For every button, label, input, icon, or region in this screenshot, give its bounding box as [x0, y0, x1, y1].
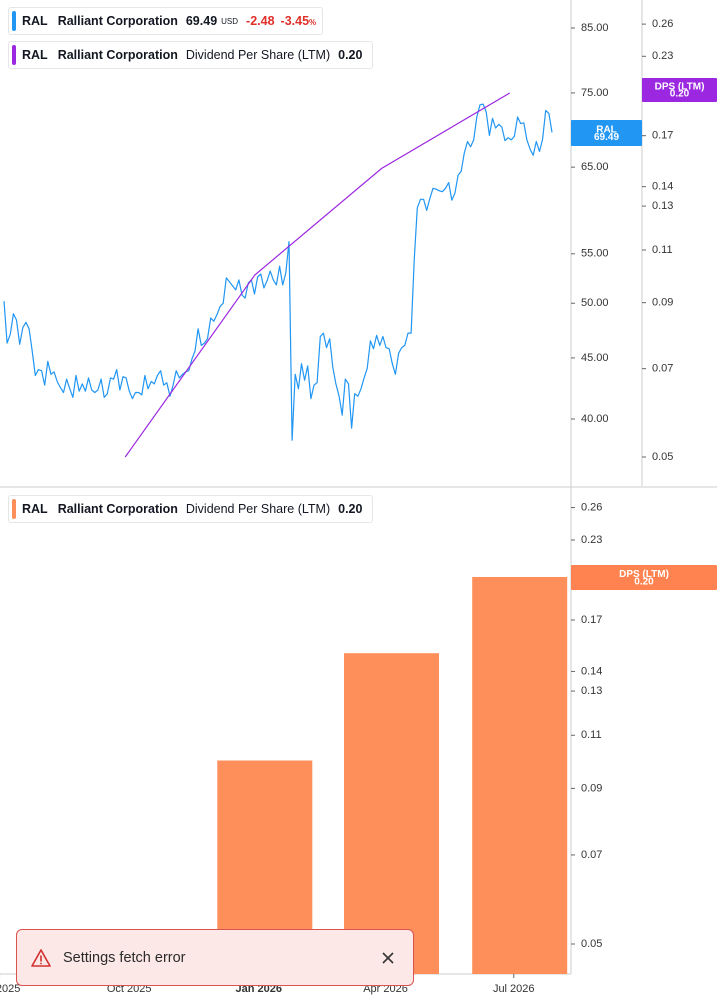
dps-tick-label: 0.09	[652, 297, 673, 309]
price-legend[interactable]: RAL Ralliant Corporation 69.49 USD -2.48…	[8, 7, 324, 35]
legend-ticker: RAL	[22, 502, 48, 516]
change-pct-value: -3.45	[280, 14, 310, 28]
legend-price-value: 69.49	[185, 14, 218, 28]
bar-tick-label: 0.09	[581, 782, 602, 794]
bar-tag: DPS (LTM)0.20	[571, 565, 717, 590]
dps-tick-label: 0.11	[652, 244, 673, 256]
legend-change: -2.48	[246, 14, 275, 28]
price-tick-label: 40.00	[581, 413, 609, 425]
price-tick-label: 85.00	[581, 22, 609, 34]
price-tag-text: RAL	[596, 124, 617, 135]
price-series-color	[12, 11, 16, 31]
bar-tick-label: 0.17	[581, 614, 602, 626]
legend-ticker: RAL	[22, 14, 48, 28]
dps-legend-bottom[interactable]: RAL Ralliant Corporation Dividend Per Sh…	[8, 495, 374, 523]
price-tick-label: 50.00	[581, 297, 609, 309]
dps-bars	[87, 577, 568, 974]
dps-bar	[344, 653, 439, 974]
price-line	[3, 103, 553, 441]
bar-tag-bg	[571, 565, 717, 590]
dps-tag: DPS (LTM)0.20	[642, 78, 717, 102]
dps-tag-bg	[642, 78, 717, 102]
warning-triangle-icon	[31, 948, 51, 967]
price-pane	[3, 92, 553, 458]
legend-metric: Dividend Per Share (LTM)	[185, 502, 331, 516]
dps-line	[124, 92, 511, 458]
dps-tick-label: 0.05	[652, 451, 673, 463]
bar-tick-label: 0.23	[581, 534, 602, 546]
dps-bar	[472, 577, 568, 974]
dps-tick-label: 0.23	[652, 50, 673, 62]
time-tick-label: Jul 2025	[0, 983, 20, 995]
dps-tick-label: 0.14	[652, 181, 673, 193]
legend-company: Ralliant Corporation	[57, 14, 178, 28]
toast-message: Settings fetch error	[63, 949, 186, 966]
legend-currency: USD	[221, 16, 239, 26]
dps-tag-text: DPS (LTM)	[655, 82, 705, 93]
bar-tick-label: 0.05	[581, 938, 602, 950]
price-tick-label: 45.00	[581, 352, 609, 364]
dps-tick-label: 0.13	[652, 200, 673, 212]
legend-company: Ralliant Corporation	[57, 502, 178, 516]
price-tag-bg	[571, 120, 642, 146]
error-toast: Settings fetch error	[16, 929, 414, 986]
price-tag-text: 69.49	[594, 132, 619, 143]
dps-series-color	[12, 45, 16, 65]
bar-tag-text: 0.20	[634, 576, 654, 587]
bar-series-color	[12, 499, 16, 519]
bar-tag-text: DPS (LTM)	[619, 569, 669, 580]
legend-ticker: RAL	[22, 48, 48, 62]
price-tick-label: 75.00	[581, 87, 609, 99]
legend-company: Ralliant Corporation	[57, 48, 178, 62]
legend-dps-value: 0.20	[338, 48, 363, 62]
price-tick-label: 55.00	[581, 248, 609, 260]
dps-legend-top[interactable]: RAL Ralliant Corporation Dividend Per Sh…	[8, 41, 374, 69]
change-pct-sign: %	[309, 18, 317, 27]
bar-tick-label: 0.26	[581, 501, 602, 513]
dps-tick-label: 0.17	[652, 130, 673, 142]
time-tick-label: Jul 2026	[493, 983, 535, 995]
bar-tick-label: 0.07	[581, 849, 602, 861]
dps-tag-text: 0.20	[670, 89, 690, 100]
legend-dps-value: 0.20	[338, 502, 363, 516]
bar-tick-label: 0.14	[581, 665, 602, 677]
dps-tick-label: 0.26	[652, 18, 673, 30]
bar-tick-label: 0.11	[581, 729, 602, 741]
toast-close-button[interactable]	[377, 947, 399, 969]
bar-tick-label: 0.13	[581, 685, 602, 697]
legend-change-pct: -3.45%	[281, 14, 317, 28]
dps-tick-label: 0.07	[652, 363, 673, 375]
legend-metric: Dividend Per Share (LTM)	[185, 48, 331, 62]
price-tick-label: 65.00	[581, 161, 609, 173]
close-icon	[382, 951, 394, 964]
